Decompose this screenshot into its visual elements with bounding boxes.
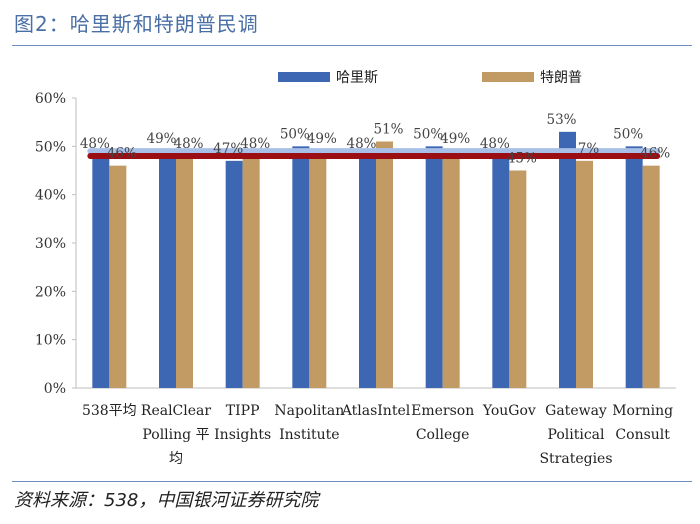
- y-tick-label: 40%: [35, 188, 66, 204]
- legend-label-harris: 哈里斯: [336, 70, 378, 86]
- y-tick-label: 50%: [35, 139, 66, 155]
- x-tick-label: Gateway: [545, 403, 607, 419]
- x-tick-label: Strategies: [539, 451, 612, 467]
- bar-harris: [492, 156, 510, 388]
- x-tick-label: Polling 平: [142, 427, 209, 443]
- x-tick-label: Napolitan: [274, 403, 344, 419]
- legend-swatch-harris: [278, 72, 330, 82]
- x-tick-label: Morning: [612, 403, 673, 419]
- data-label: 46%: [107, 146, 137, 162]
- data-label: 51%: [373, 122, 403, 138]
- y-tick-label: 60%: [35, 91, 66, 107]
- x-tick-label: 均: [169, 451, 183, 467]
- x-tick-label: Political: [547, 427, 605, 443]
- bar-harris: [225, 160, 243, 388]
- x-tick-label: RealClear: [141, 403, 211, 419]
- legend-swatch-trump: [482, 72, 534, 82]
- bar-trump: [509, 170, 527, 388]
- y-tick-label: 10%: [35, 333, 66, 349]
- data-label: 7%: [578, 141, 600, 157]
- data-label: 50%: [613, 126, 643, 142]
- data-label: 48%: [346, 136, 376, 152]
- poll-bar-chart: 0% 10% 20% 30% 40% 50% 60% 538平均 RealClear Pollin…: [35, 70, 676, 467]
- bar-trump: [576, 160, 593, 388]
- bar-harris: [292, 146, 310, 388]
- x-tick-label: College: [416, 427, 470, 443]
- data-label: 47%: [213, 141, 243, 157]
- x-tick-label: Insights: [214, 427, 271, 443]
- x-tick-label: Institute: [279, 427, 339, 443]
- bar-trump: [442, 151, 460, 388]
- data-label: 48%: [173, 136, 203, 152]
- data-label: 49%: [146, 131, 176, 147]
- source-divider: [12, 481, 692, 482]
- source-note: 资料来源：538，中国银河证券研究院: [14, 490, 319, 511]
- bar-harris: [92, 156, 110, 388]
- bar-harris: [559, 131, 576, 389]
- figure-title: 图2：哈里斯和特朗普民调: [14, 12, 259, 36]
- data-label: 48%: [240, 136, 270, 152]
- data-label: 49%: [307, 131, 337, 147]
- bar-harris: [159, 151, 176, 388]
- bar-trump: [176, 156, 193, 388]
- title-divider: [12, 45, 692, 46]
- bar-trump: [309, 151, 327, 388]
- bar-trump: [642, 165, 660, 388]
- bar-harris: [425, 146, 443, 388]
- y-tick-label: 30%: [35, 236, 66, 252]
- data-label: 45%: [507, 151, 537, 167]
- bar-trump: [376, 141, 393, 388]
- bar-harris: [359, 156, 376, 388]
- x-tick-label: TIPP: [226, 403, 260, 419]
- x-tick-label: Consult: [615, 427, 670, 443]
- y-tick-label: 20%: [35, 284, 66, 300]
- data-label: 49%: [440, 131, 470, 147]
- x-tick-label: 538平均: [82, 403, 137, 419]
- data-label: 50%: [413, 126, 443, 142]
- bar-trump: [242, 156, 260, 388]
- legend-label-trump: 特朗普: [540, 70, 582, 86]
- bar-harris: [625, 146, 643, 388]
- data-label: 46%: [640, 146, 670, 162]
- y-tick-label: 0%: [44, 381, 66, 397]
- data-label: 50%: [280, 126, 310, 142]
- x-tick-label: AtlasIntel: [341, 403, 411, 419]
- x-tick-label: YouGov: [482, 403, 536, 419]
- data-label: 48%: [480, 136, 510, 152]
- x-tick-label: Emerson: [411, 403, 474, 419]
- data-label: 48%: [80, 136, 110, 152]
- bar-trump: [109, 165, 127, 388]
- data-label: 53%: [546, 112, 576, 128]
